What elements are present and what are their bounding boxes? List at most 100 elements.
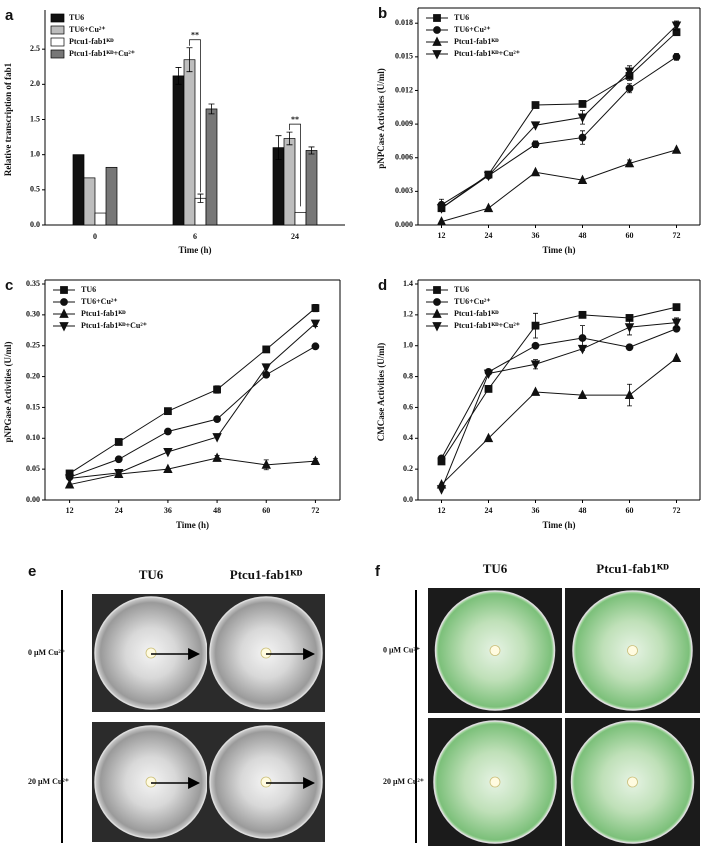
marker [577, 389, 588, 399]
y-tick-label: 0.018 [395, 18, 413, 27]
row-label: 20 μM Cu²⁺ [28, 777, 69, 786]
marker [432, 308, 442, 318]
x-tick-label: 24 [485, 231, 493, 240]
significance-bracket [189, 39, 201, 193]
x-tick-label: 12 [438, 506, 446, 515]
y-tick-label: 0.15 [26, 402, 40, 411]
marker [436, 204, 447, 214]
marker [64, 474, 75, 484]
legend-label: TU6+Cu²⁺ [69, 25, 106, 34]
y-tick-label: 0.0 [30, 220, 40, 229]
marker [578, 334, 587, 342]
error-bar [286, 131, 293, 146]
marker [530, 121, 541, 131]
bar [283, 138, 296, 226]
marker [310, 455, 321, 466]
row-label: 20 μM Cu²⁺ [383, 777, 424, 786]
y-tick-label: 0.015 [395, 52, 413, 61]
legend-label: TU6+Cu²⁺ [454, 297, 491, 306]
marker [624, 67, 635, 77]
legend-label: TU6+Cu²⁺ [81, 297, 118, 306]
significance-bracket [289, 123, 301, 207]
legend-label: Ptcu1-fab1ᴷᴰ+Cu²⁺ [454, 49, 520, 58]
y-tick-label: 0.003 [395, 186, 413, 195]
marker [262, 345, 271, 354]
column-header: TU6 [483, 561, 508, 576]
series-line [69, 307, 316, 474]
x-tick-label: 24 [485, 506, 493, 515]
x-axis-label: Time (h) [176, 520, 209, 530]
series-line [441, 25, 677, 209]
error-bar [197, 193, 204, 203]
marker [624, 389, 635, 399]
marker [531, 321, 540, 330]
x-tick-label: 72 [673, 231, 681, 240]
y-tick-label: 0.20 [26, 371, 40, 380]
y-axis-label: pNPGase Activities (U/ml) [3, 342, 13, 443]
y-axis-label: Relative transcription of fab1 [3, 62, 13, 176]
marker [530, 166, 541, 177]
marker [114, 455, 123, 464]
marker [483, 369, 494, 380]
marker [671, 352, 682, 362]
x-tick-label: 6 [193, 232, 197, 241]
legend-label: TU6 [454, 13, 469, 22]
marker [578, 100, 587, 108]
y-tick-label: 2.0 [30, 79, 40, 88]
y-tick-label: 0.30 [26, 310, 40, 319]
marker [530, 360, 541, 370]
colony-center [489, 645, 501, 656]
legend-swatch [50, 13, 65, 23]
marker [577, 113, 588, 123]
panel-label: d [378, 277, 387, 294]
panel-label: e [28, 563, 36, 580]
marker [213, 415, 221, 424]
marker [261, 459, 271, 469]
x-axis-label: Time (h) [542, 245, 575, 255]
marker [531, 341, 540, 350]
x-tick-label: 24 [291, 232, 299, 241]
marker [60, 298, 68, 306]
marker [114, 438, 123, 446]
x-tick-label: 72 [673, 506, 681, 515]
colony-center [260, 647, 272, 659]
marker [436, 216, 447, 226]
y-tick-label: 1.2 [403, 310, 413, 319]
y-tick-label: 0.2 [403, 464, 413, 473]
series-line [441, 306, 677, 462]
series-line [441, 56, 677, 206]
marker [577, 344, 588, 355]
colony-center [489, 776, 501, 788]
marker [433, 298, 441, 306]
legend-label: Ptcu1-fab1ᴷᴰ+Cu²⁺ [81, 321, 147, 330]
legend-swatch [50, 49, 65, 59]
marker [163, 447, 173, 458]
marker [672, 52, 681, 61]
marker [433, 14, 441, 22]
row-label: 0 μM Cu²⁺ [383, 645, 420, 654]
marker [212, 452, 222, 462]
x-tick-label: 48 [579, 231, 587, 240]
y-tick-label: 0.012 [395, 85, 413, 94]
bar [94, 212, 107, 226]
colony-center [627, 776, 638, 788]
legend-label: Ptcu1-fab1ᴷᴰ [69, 37, 114, 46]
marker [577, 174, 588, 185]
bar [72, 154, 85, 226]
y-tick-label: 0.8 [403, 371, 413, 380]
marker [163, 463, 173, 474]
x-tick-label: 48 [213, 506, 221, 515]
y-tick-label: 0.10 [26, 433, 40, 442]
marker [310, 319, 321, 330]
marker [671, 144, 682, 154]
row-label: 0 μM Cu²⁺ [28, 648, 65, 657]
marker [672, 303, 681, 312]
legend-label: TU6 [69, 13, 84, 22]
marker [671, 318, 682, 329]
column-header: Ptcu1-fab1ᴷᴰ [230, 567, 303, 582]
x-tick-label: 0 [93, 232, 97, 241]
y-tick-label: 1.0 [30, 149, 40, 158]
legend-label: Ptcu1-fab1ᴷᴰ+Cu²⁺ [454, 321, 520, 330]
y-tick-label: 1.4 [403, 279, 413, 288]
